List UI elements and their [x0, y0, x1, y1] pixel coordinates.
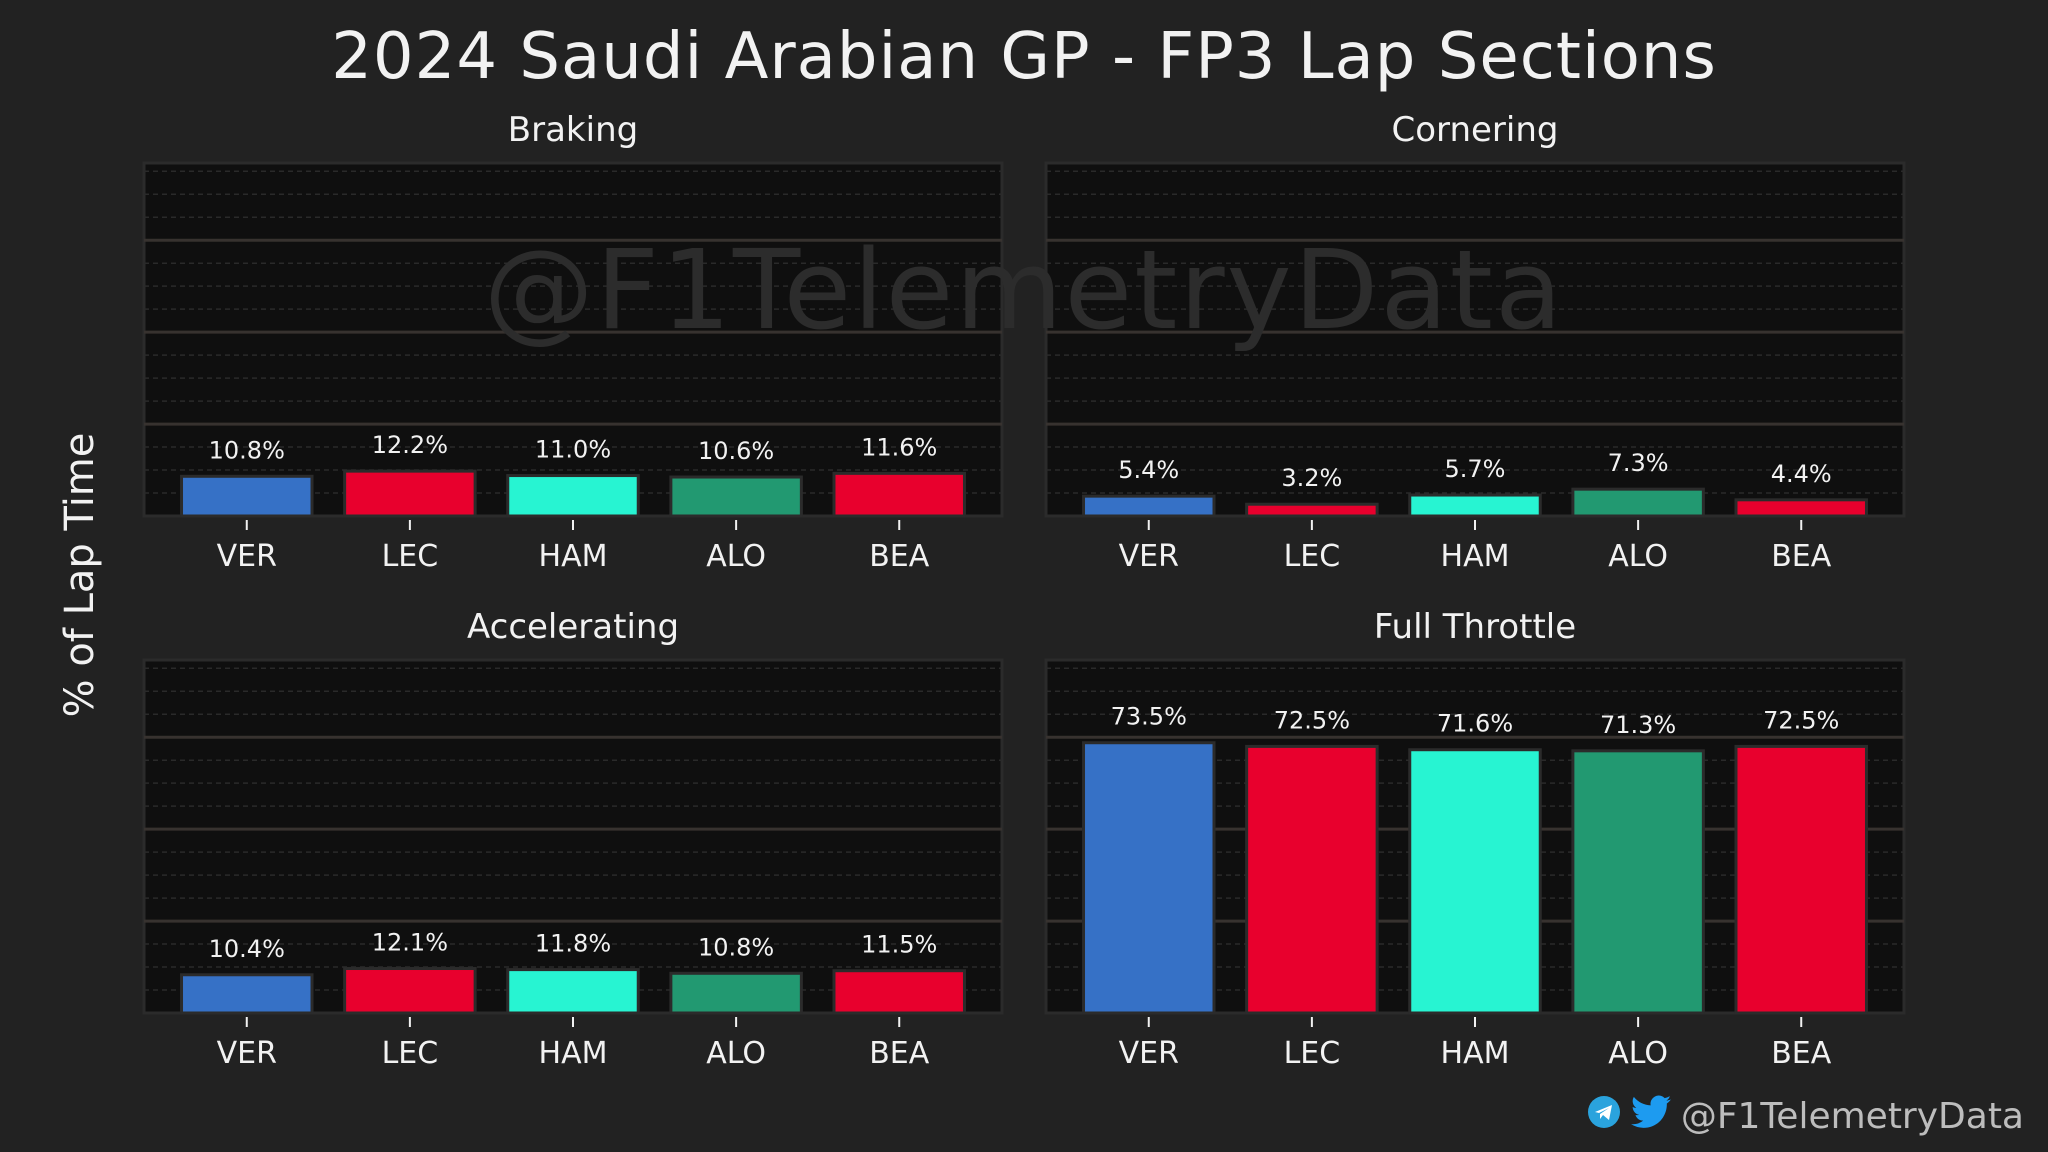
- bar-lec: [1245, 744, 1379, 1015]
- bar-lec: [343, 967, 477, 1015]
- x-tick-label: BEA: [869, 539, 930, 574]
- footer-handle: @F1TelemetryData: [1680, 1096, 2024, 1137]
- subplot-full-throttle: Full Throttle 73.5% VER 72.5% LEC 71.6% HAM 71.…: [1044, 607, 1906, 1071]
- subplot-accelerating: Accelerating 10.4% VER 12.1% LEC 11.8% HAM 10.8…: [142, 607, 1004, 1071]
- x-tick-label: HAM: [539, 1036, 608, 1071]
- data-label: 7.3%: [1608, 449, 1669, 477]
- subplot-cornering: Cornering 5.4% VER 3.2% LEC 5.7% HAM 7.3% ALO 4.4…: [1044, 110, 1906, 574]
- data-label: 72.5%: [1763, 706, 1839, 734]
- bar-ham: [1408, 748, 1542, 1015]
- plot-area: [142, 658, 1004, 1015]
- data-label: 10.6%: [698, 437, 774, 465]
- x-tick-label: ALO: [706, 1036, 766, 1071]
- x-tick-label: VER: [217, 539, 277, 574]
- bar-ver: [1082, 494, 1216, 518]
- bar-lec: [343, 469, 477, 518]
- plot-area: [1044, 161, 1906, 518]
- x-tick-label: VER: [1119, 539, 1179, 574]
- x-tick-label: LEC: [382, 1036, 439, 1071]
- bar-bea: [832, 969, 966, 1015]
- plot-area: [142, 161, 1004, 518]
- bar-bea: [1734, 744, 1868, 1015]
- data-label: 11.0%: [535, 436, 611, 464]
- twitter-icon[interactable]: [1630, 1095, 1671, 1138]
- x-tick-label: VER: [217, 1036, 277, 1071]
- x-tick-label: HAM: [1441, 1036, 1510, 1071]
- x-tick-label: HAM: [539, 539, 608, 574]
- bar-bea: [1734, 498, 1868, 518]
- x-tick-label: BEA: [1771, 1036, 1832, 1071]
- bar-bea: [832, 471, 966, 518]
- data-label: 10.8%: [209, 436, 285, 464]
- bar-ham: [506, 968, 640, 1015]
- data-label: 12.1%: [372, 929, 448, 957]
- data-label: 4.4%: [1771, 460, 1832, 488]
- bar-lec: [1245, 502, 1379, 518]
- data-label: 5.4%: [1118, 456, 1179, 484]
- telegram-icon[interactable]: [1587, 1095, 1621, 1138]
- bar-alo: [1571, 487, 1705, 518]
- x-tick-label: BEA: [869, 1036, 930, 1071]
- data-label: 3.2%: [1281, 464, 1342, 492]
- subplot-title: Cornering: [1392, 110, 1559, 150]
- data-label: 10.4%: [209, 935, 285, 963]
- data-label: 11.8%: [535, 930, 611, 958]
- data-label: 72.5%: [1274, 706, 1350, 734]
- data-label: 71.6%: [1437, 710, 1513, 738]
- x-tick-label: LEC: [382, 539, 439, 574]
- data-label: 5.7%: [1445, 455, 1506, 483]
- bar-ham: [506, 474, 640, 518]
- data-label: 11.6%: [861, 433, 937, 461]
- x-tick-label: ALO: [1608, 1036, 1668, 1071]
- data-label: 71.3%: [1600, 711, 1676, 739]
- bar-ham: [1408, 493, 1542, 518]
- x-tick-label: LEC: [1284, 1036, 1341, 1071]
- x-tick-label: ALO: [1608, 539, 1668, 574]
- footer: @F1TelemetryData: [1587, 1095, 2024, 1138]
- subplot-braking: Braking 10.8% VER 12.2% LEC 11.0% HAM 10.6% ALO 1…: [142, 110, 1004, 574]
- bar-alo: [1571, 749, 1705, 1015]
- bar-alo: [669, 971, 803, 1015]
- chart-title: 2024 Saudi Arabian GP - FP3 Lap Sections: [331, 20, 1717, 94]
- bar-ver: [1082, 741, 1216, 1015]
- bar-ver: [180, 474, 314, 518]
- data-label: 11.5%: [861, 931, 937, 959]
- x-tick-label: BEA: [1771, 539, 1832, 574]
- x-tick-label: ALO: [706, 539, 766, 574]
- subplot-title: Full Throttle: [1374, 607, 1576, 647]
- data-label: 73.5%: [1111, 703, 1187, 731]
- x-tick-label: VER: [1119, 1036, 1179, 1071]
- bar-alo: [669, 475, 803, 518]
- bar-ver: [180, 973, 314, 1015]
- data-label: 10.8%: [698, 933, 774, 961]
- x-tick-label: LEC: [1284, 539, 1341, 574]
- data-label: 12.2%: [372, 431, 448, 459]
- subplot-title: Braking: [508, 110, 638, 150]
- subplot-title: Accelerating: [467, 607, 679, 647]
- x-tick-label: HAM: [1441, 539, 1510, 574]
